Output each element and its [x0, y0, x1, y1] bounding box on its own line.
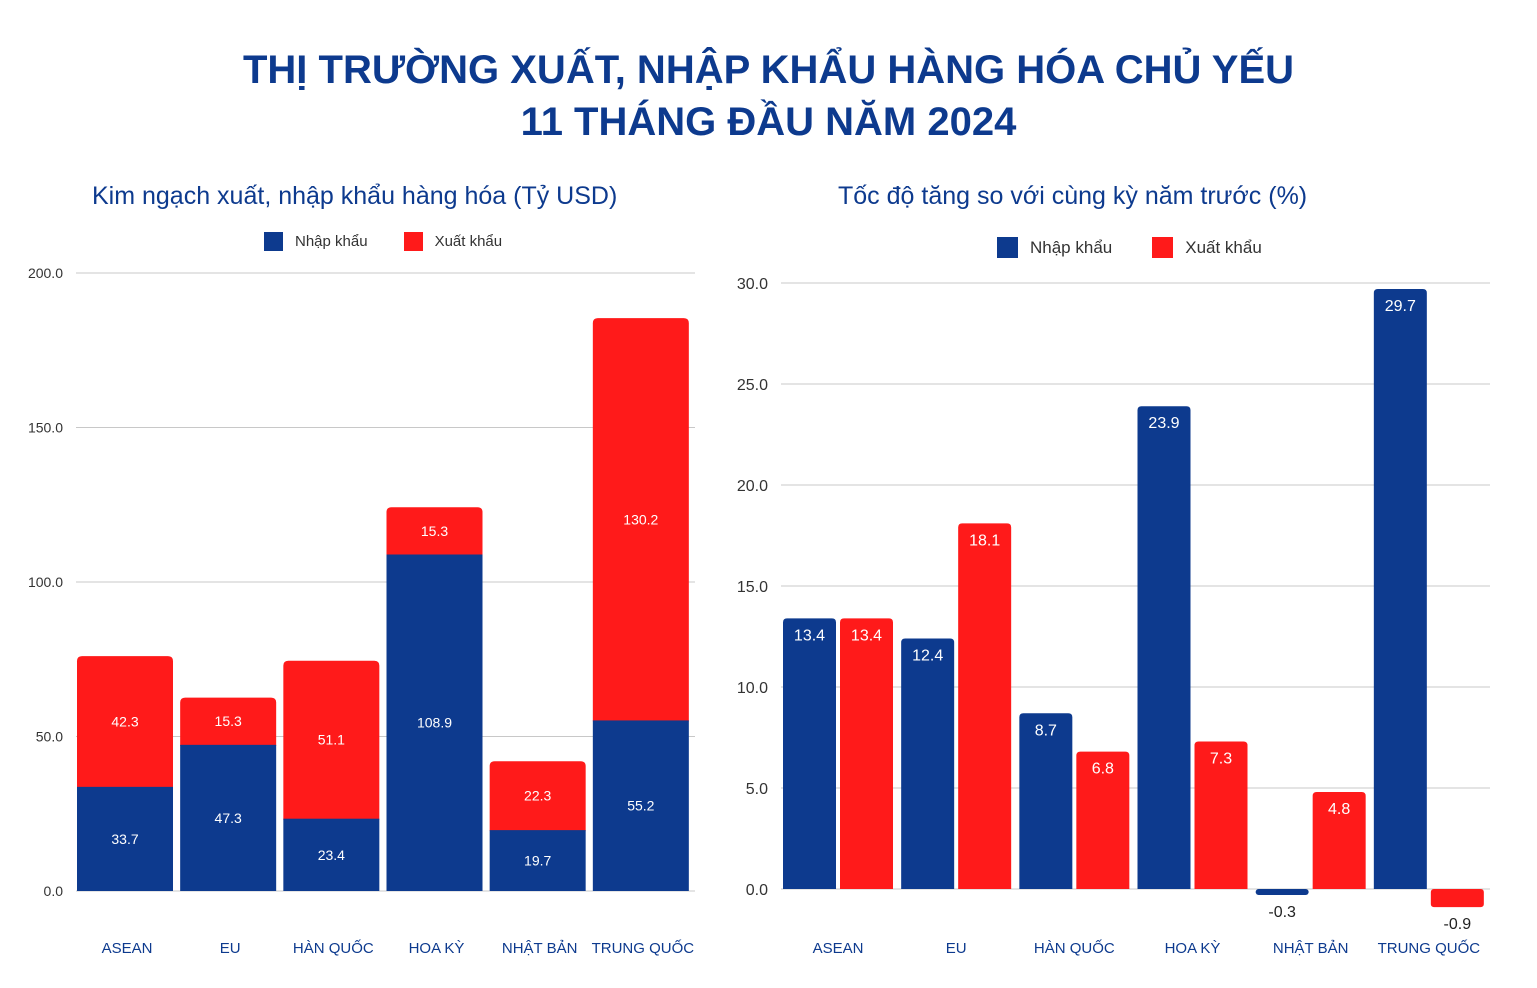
bar-export-han-quoc: [283, 660, 380, 820]
x-tick-label: TRUNG QUỐC: [1378, 939, 1481, 957]
x-tick-label: EU: [946, 940, 967, 957]
value-label-export: 6.8: [1092, 761, 1114, 778]
value-label-import: 55.2: [627, 798, 654, 814]
value-label-export: 15.3: [421, 523, 448, 539]
legend-item-import: Nhập khẩu: [264, 232, 368, 251]
value-label-import: 19.7: [524, 853, 551, 869]
x-tick-label: HOA KỲ: [1165, 940, 1221, 957]
bar-export-asean: [77, 656, 173, 788]
value-label-import: 12.4: [912, 648, 943, 665]
y-tick-label: 20.0: [737, 478, 768, 495]
value-label-import: -0.3: [1268, 904, 1296, 921]
right-legend: Nhập khẩu Xuất khẩu: [997, 237, 1298, 258]
y-tick-label: 25.0: [737, 377, 768, 394]
x-tick-label: ASEAN: [813, 940, 864, 957]
x-tick-label: ASEAN: [102, 940, 153, 957]
legend-item-export: Xuất khẩu: [403, 232, 503, 251]
legend-item-import: Nhập khẩu: [997, 237, 1112, 258]
bar-export-hoa-ky: [1194, 741, 1248, 889]
bar-import-asean: [783, 618, 836, 889]
y-tick-label: 15.0: [737, 579, 768, 596]
y-tick-label: 100.0: [28, 574, 63, 590]
bar-export-han-quoc: [1076, 751, 1130, 889]
value-label-import: 47.3: [215, 810, 242, 826]
value-label-import: 33.7: [111, 831, 138, 847]
value-label-export: 51.1: [318, 732, 345, 748]
bar-export-asean: [840, 618, 893, 889]
bar-import-han-quoc: [1019, 713, 1073, 889]
y-tick-label: 0.0: [746, 882, 768, 899]
legend-swatch-export: [403, 232, 423, 251]
bar-import-hoa-ky: [386, 554, 483, 891]
y-tick-label: 5.0: [746, 781, 768, 798]
bar-import-nhat-ban: [489, 830, 586, 891]
x-tick-label: EU: [220, 940, 241, 957]
legend-item-export: Xuất khẩu: [1152, 237, 1262, 258]
value-label-export: 42.3: [111, 714, 138, 730]
legend-label-import: Nhập khẩu: [1030, 237, 1113, 257]
legend-label-export: Xuất khẩu: [434, 233, 503, 250]
bar-export-nhat-ban: [489, 761, 586, 832]
legend-label-import: Nhập khẩu: [295, 233, 368, 250]
y-tick-label: 10.0: [737, 680, 768, 697]
bar-import-hoa-ky: [1137, 406, 1191, 889]
bar-import-eu: [180, 744, 277, 891]
x-tick-label: HÀN QUỐC: [293, 939, 374, 957]
bar-export-nhat-ban: [1312, 792, 1366, 889]
value-label-export: 13.4: [851, 627, 882, 644]
value-label-export: -0.9: [1444, 916, 1472, 933]
bar-import-eu: [901, 638, 955, 889]
bar-export-trung-quoc: [1430, 889, 1484, 908]
value-label-export: 18.1: [969, 532, 1000, 549]
bar-export-eu: [958, 523, 1012, 889]
y-tick-label: 30.0: [737, 276, 768, 293]
x-tick-label: HOA KỲ: [409, 940, 465, 957]
bar-import-trung-quoc: [1373, 289, 1427, 889]
right-chart-title: Tốc độ tăng so với cùng kỳ năm trước (%): [838, 182, 1308, 210]
bar-import-asean: [77, 786, 173, 891]
value-label-import: 108.9: [417, 715, 452, 731]
value-label-import: 23.4: [318, 847, 345, 863]
left-chart: 0.0 50.0 100.0 150.0 200.0 33.7 42.3 ASEAN 47.3 1…: [28, 265, 695, 957]
value-label-import: 13.4: [794, 627, 825, 644]
value-label-export: 4.8: [1328, 801, 1350, 818]
legend-swatch-import: [997, 237, 1018, 258]
bar-import-nhat-ban: [1255, 889, 1309, 896]
legend-swatch-export: [1152, 237, 1174, 258]
value-label-import: 8.7: [1035, 722, 1057, 739]
legend-label-export: Xuất khẩu: [1185, 237, 1262, 257]
main-title-line-2: 11 THÁNG ĐẦU NĂM 2024: [520, 100, 1017, 144]
value-label-export: 130.2: [623, 511, 658, 527]
main-title-line-1: THỊ TRƯỜNG XUẤT, NHẬP KHẨU HÀNG HÓA CHỦ …: [242, 48, 1295, 92]
bar-export-trung-quoc: [592, 318, 689, 722]
y-tick-label: 50.0: [36, 729, 63, 745]
bar-export-eu: [180, 697, 277, 746]
value-label-export: 22.3: [524, 788, 551, 804]
x-tick-label: NHẬT BẢN: [502, 940, 578, 957]
x-tick-label: TRUNG QUỐC: [592, 939, 695, 957]
bar-import-trung-quoc: [592, 720, 689, 891]
y-tick-label: 200.0: [28, 265, 63, 281]
x-tick-label: NHẬT BẢN: [1273, 940, 1349, 957]
value-label-export: 15.3: [215, 713, 242, 729]
left-chart-title: Kim ngạch xuất, nhập khẩu hàng hóa (Tỷ U…: [92, 182, 618, 210]
value-label-import: 23.9: [1148, 415, 1179, 432]
x-tick-label: HÀN QUỐC: [1034, 939, 1115, 957]
value-label-export: 7.3: [1210, 751, 1232, 768]
y-tick-label: 0.0: [44, 883, 64, 899]
y-tick-label: 150.0: [28, 420, 63, 436]
bar-import-han-quoc: [283, 818, 380, 891]
bar-export-hoa-ky: [386, 507, 483, 556]
legend-swatch-import: [264, 232, 283, 251]
left-legend: Nhập khẩu Xuất khẩu: [264, 232, 538, 251]
value-label-import: 29.7: [1385, 298, 1416, 315]
